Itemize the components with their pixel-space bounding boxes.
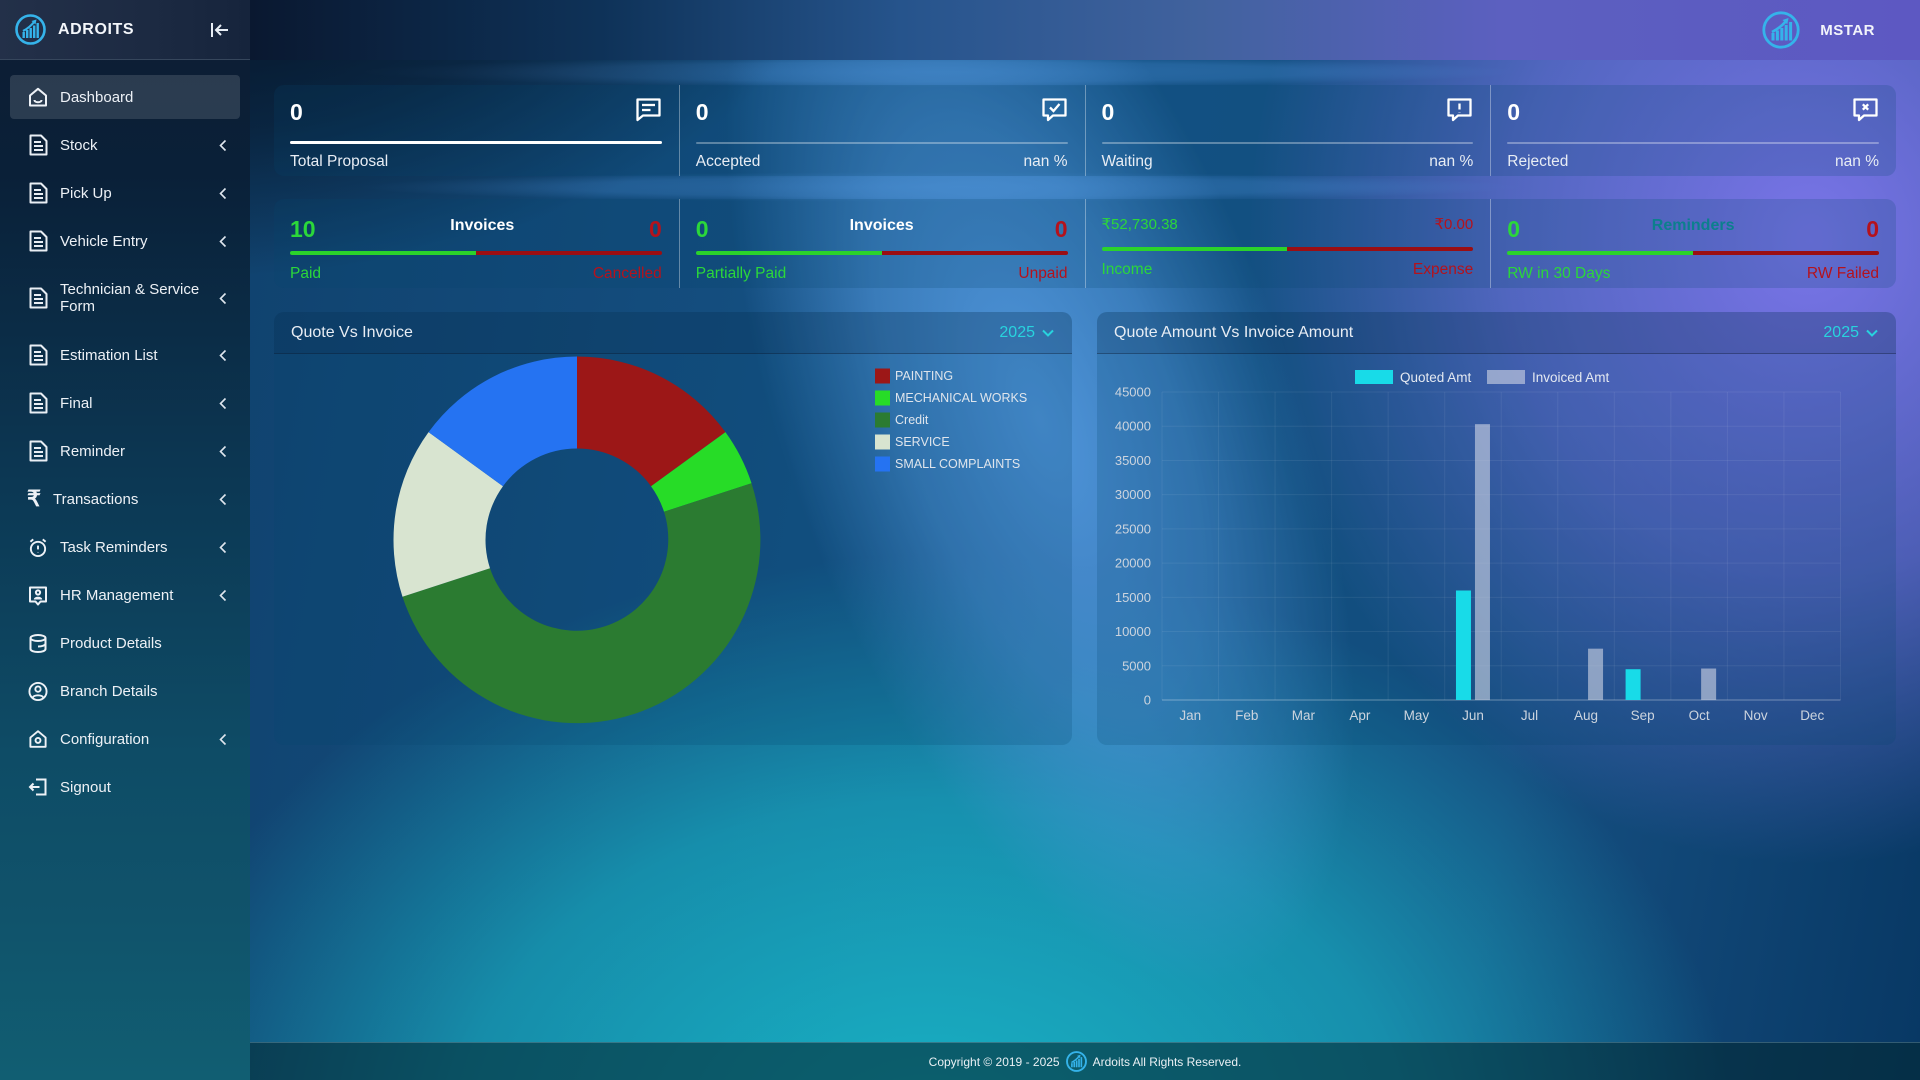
svg-text:Sep: Sep bbox=[1631, 708, 1655, 723]
svg-text:Mar: Mar bbox=[1292, 708, 1316, 723]
svg-text:Invoiced Amt: Invoiced Amt bbox=[1532, 370, 1610, 385]
svg-text:25000: 25000 bbox=[1115, 521, 1151, 536]
svg-text:35000: 35000 bbox=[1115, 453, 1151, 468]
svg-text:20000: 20000 bbox=[1115, 556, 1151, 571]
svg-text:Apr: Apr bbox=[1349, 708, 1371, 723]
svg-text:Jun: Jun bbox=[1462, 708, 1484, 723]
svg-text:SMALL COMPLAINTS: SMALL COMPLAINTS bbox=[895, 457, 1020, 471]
svg-text:5000: 5000 bbox=[1122, 658, 1151, 673]
svg-text:30000: 30000 bbox=[1115, 487, 1151, 502]
svg-text:SERVICE: SERVICE bbox=[895, 435, 950, 449]
svg-text:Nov: Nov bbox=[1744, 708, 1768, 723]
svg-text:Jan: Jan bbox=[1179, 708, 1201, 723]
svg-text:Feb: Feb bbox=[1235, 708, 1258, 723]
svg-text:Credit: Credit bbox=[895, 413, 929, 427]
svg-text:Dec: Dec bbox=[1800, 708, 1824, 723]
svg-text:May: May bbox=[1404, 708, 1430, 723]
svg-text:MECHANICAL WORKS: MECHANICAL WORKS bbox=[895, 391, 1027, 405]
svg-text:40000: 40000 bbox=[1115, 419, 1151, 434]
svg-text:45000: 45000 bbox=[1115, 385, 1151, 400]
svg-text:15000: 15000 bbox=[1115, 590, 1151, 605]
svg-text:Oct: Oct bbox=[1689, 708, 1710, 723]
svg-text:Aug: Aug bbox=[1574, 708, 1598, 723]
svg-text:Quoted Amt: Quoted Amt bbox=[1400, 370, 1472, 385]
svg-text:0: 0 bbox=[1144, 693, 1151, 708]
svg-text:PAINTING: PAINTING bbox=[895, 369, 953, 383]
svg-text:10000: 10000 bbox=[1115, 624, 1151, 639]
svg-text:Jul: Jul bbox=[1521, 708, 1538, 723]
